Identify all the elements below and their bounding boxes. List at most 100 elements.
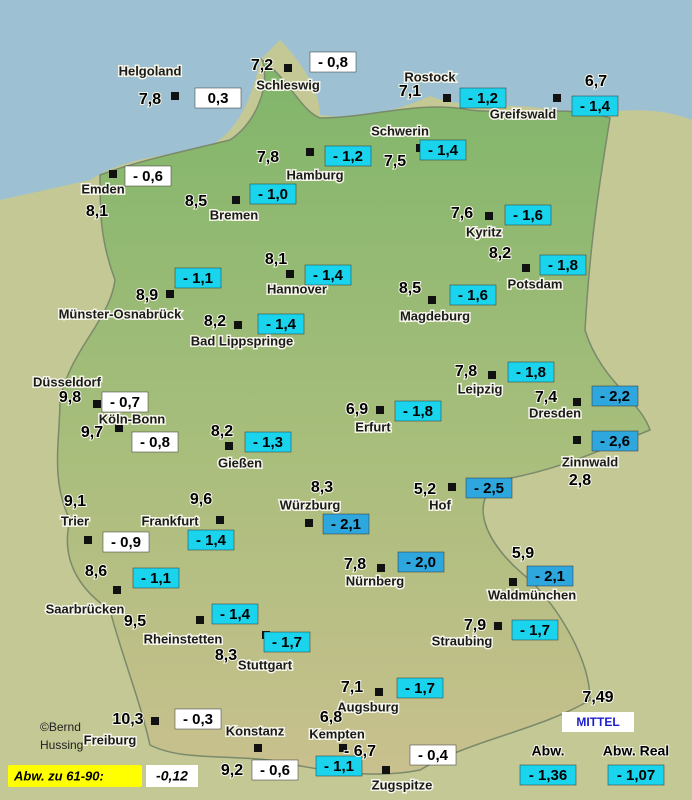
station-name: Nürnberg xyxy=(346,573,405,588)
station-value: 8,9 xyxy=(136,287,158,304)
station-value: 8,3 xyxy=(215,647,237,664)
station-name: Straubing xyxy=(432,633,493,648)
station-value: 9,6 xyxy=(190,491,212,508)
station-name: Bremen xyxy=(210,207,258,222)
station-deviation-box xyxy=(187,529,235,551)
mean-label-box xyxy=(562,712,634,732)
station-name: Leipzig xyxy=(458,381,503,396)
station-name: Waldmünchen xyxy=(488,587,576,602)
reference-value-box xyxy=(146,765,198,787)
station-name: Düsseldorf xyxy=(33,374,102,389)
station-value: 9,7 xyxy=(81,424,103,441)
station-name: Würzburg xyxy=(280,497,341,512)
station-deviation-box xyxy=(539,254,587,276)
station-value: 5,2 xyxy=(414,481,436,498)
station-deviation: - 1,6 xyxy=(458,287,488,304)
station-deviation: - 0,7 xyxy=(110,394,140,411)
station-deviation-box xyxy=(244,431,292,453)
station-deviation: - 1,2 xyxy=(333,148,363,165)
station-value: 7,8 xyxy=(257,149,279,166)
station-deviation: - 1,1 xyxy=(141,570,171,587)
station-name: Kempten xyxy=(309,726,365,741)
station-name: Münster-Osnabrück xyxy=(59,306,183,321)
station-value: 8,3 xyxy=(311,479,333,496)
station-marker xyxy=(305,519,313,527)
station-marker xyxy=(254,744,262,752)
station-marker xyxy=(448,483,456,491)
station-marker xyxy=(377,564,385,572)
station-deviation-box xyxy=(315,755,363,777)
station-value: 6,8 xyxy=(320,709,342,726)
station-name: Frankfurt xyxy=(141,513,199,528)
station-name: Potsdam xyxy=(508,276,563,291)
mean-deviation: - 1,36 xyxy=(529,767,567,784)
station-deviation-box xyxy=(507,361,555,383)
station-deviation-box xyxy=(309,51,357,73)
station-name: Hof xyxy=(429,497,451,512)
station-deviation-box xyxy=(124,165,172,187)
station-name: Freiburg xyxy=(84,732,137,747)
station-deviation: - 1,7 xyxy=(405,680,435,697)
station-deviation-box xyxy=(322,513,370,535)
station-deviation-box xyxy=(194,87,242,109)
station-value: 8,2 xyxy=(489,245,511,262)
station-marker xyxy=(113,586,121,594)
station-marker xyxy=(151,717,159,725)
station-deviation: - 2,5 xyxy=(474,480,504,497)
station-value: 8,5 xyxy=(399,280,421,297)
station-deviation-box xyxy=(526,565,574,587)
station-deviation: - 2,1 xyxy=(535,568,565,585)
station-marker xyxy=(115,424,123,432)
station-deviation-box xyxy=(101,391,149,413)
station-marker xyxy=(234,321,242,329)
station-deviation-box xyxy=(571,95,619,117)
station-deviation: - 2,1 xyxy=(331,516,361,533)
station-deviation: - 2,0 xyxy=(406,554,436,571)
mean-real-deviation: - 1,07 xyxy=(617,767,655,784)
station-deviation: - 0,6 xyxy=(260,762,290,779)
station-marker xyxy=(306,148,314,156)
station-deviation: - 1,4 xyxy=(196,532,227,549)
station-name: Gießen xyxy=(218,455,262,470)
station-name: Trier xyxy=(61,513,89,528)
station-deviation: - 1,4 xyxy=(580,98,611,115)
station-deviation: - 1,8 xyxy=(403,403,433,420)
station-name: Saarbrücken xyxy=(46,601,125,616)
station-deviation-box xyxy=(449,284,497,306)
station-marker xyxy=(522,264,530,272)
station-deviation: - 1,4 xyxy=(266,316,297,333)
station-value: 9,1 xyxy=(64,493,86,510)
station-value: 7,9 xyxy=(464,617,486,634)
station-deviation: - 1,4 xyxy=(313,267,344,284)
station-deviation-box xyxy=(211,603,259,625)
station-deviation-box xyxy=(263,631,311,653)
station-deviation: - 0,6 xyxy=(133,168,163,185)
station-name: Rheinstetten xyxy=(144,631,223,646)
station-marker xyxy=(225,442,233,450)
station-deviation: - 1,8 xyxy=(516,364,546,381)
station-name: Rostock xyxy=(404,69,456,84)
station-deviation-box xyxy=(174,708,222,730)
station-marker xyxy=(376,406,384,414)
station-value: 7,2 xyxy=(251,57,273,74)
station-deviation-box xyxy=(304,264,352,286)
station-deviation: - 1,2 xyxy=(468,90,498,107)
station-deviation: - 2,6 xyxy=(600,433,630,450)
station-marker xyxy=(196,616,204,624)
reference-box xyxy=(8,765,142,787)
mean-label: MITTEL xyxy=(576,715,619,729)
station-deviation-box xyxy=(394,400,442,422)
station-marker xyxy=(375,688,383,696)
station-value: 10,3 xyxy=(112,711,143,728)
station-value: 9,2 xyxy=(221,762,243,779)
credit: ©Bernd xyxy=(40,720,81,734)
station-deviation-box xyxy=(102,531,150,553)
station-deviation: - 1,7 xyxy=(520,622,550,639)
station-value: 7,8 xyxy=(455,363,477,380)
station-value: 9,5 xyxy=(124,613,146,630)
station-value: 7,1 xyxy=(399,83,421,100)
station-deviation: - 1,1 xyxy=(324,758,354,775)
station-deviation: - 1,8 xyxy=(548,257,578,274)
station-deviation-box xyxy=(251,759,299,781)
station-name: Köln-Bonn xyxy=(99,411,165,426)
